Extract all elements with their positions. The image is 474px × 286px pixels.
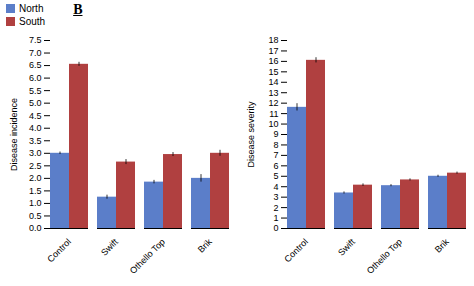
svg-text:3.5: 3.5 bbox=[29, 136, 42, 146]
svg-text:6.0: 6.0 bbox=[29, 73, 42, 83]
svg-text:Brik: Brik bbox=[433, 236, 451, 254]
svg-text:7.5: 7.5 bbox=[29, 35, 42, 45]
svg-text:5.5: 5.5 bbox=[29, 86, 42, 96]
svg-text:Othello Top: Othello Top bbox=[365, 237, 404, 276]
svg-text:14: 14 bbox=[268, 77, 278, 87]
svg-text:2.5: 2.5 bbox=[29, 161, 42, 171]
svg-text:16: 16 bbox=[268, 56, 278, 66]
svg-text:0.0: 0.0 bbox=[29, 223, 42, 233]
svg-text:4: 4 bbox=[273, 182, 278, 192]
svg-text:13: 13 bbox=[268, 88, 278, 98]
svg-text:4.5: 4.5 bbox=[29, 111, 42, 121]
svg-text:6: 6 bbox=[273, 161, 278, 171]
svg-text:1: 1 bbox=[273, 213, 278, 223]
svg-text:Othello Top: Othello Top bbox=[128, 237, 167, 276]
svg-text:Swift: Swift bbox=[336, 236, 357, 257]
svg-text:Disease incidence: Disease incidence bbox=[9, 98, 19, 171]
svg-text:Control: Control bbox=[282, 237, 310, 265]
svg-text:3: 3 bbox=[273, 192, 278, 202]
html-text:South: South bbox=[19, 16, 46, 27]
svg-text:8: 8 bbox=[273, 140, 278, 150]
html-text:B: B bbox=[73, 2, 83, 17]
svg-text:7: 7 bbox=[273, 150, 278, 160]
svg-text:6.5: 6.5 bbox=[29, 60, 42, 70]
html-text:North: North bbox=[19, 3, 44, 14]
svg-text:0.5: 0.5 bbox=[29, 211, 42, 221]
svg-text:1.0: 1.0 bbox=[29, 198, 42, 208]
svg-text:Disease severity: Disease severity bbox=[246, 101, 256, 168]
svg-text:4.0: 4.0 bbox=[29, 123, 42, 133]
svg-text:Brik: Brik bbox=[196, 236, 214, 254]
svg-text:1.5: 1.5 bbox=[29, 186, 42, 196]
svg-text:11: 11 bbox=[269, 108, 278, 118]
svg-text:2: 2 bbox=[273, 202, 278, 212]
svg-text:5: 5 bbox=[273, 171, 278, 181]
svg-text:7.0: 7.0 bbox=[29, 48, 42, 58]
svg-text:9: 9 bbox=[273, 129, 278, 139]
svg-text:5.0: 5.0 bbox=[29, 98, 42, 108]
svg-text:Control: Control bbox=[45, 237, 73, 265]
svg-text:3.0: 3.0 bbox=[29, 148, 42, 158]
svg-text:17: 17 bbox=[268, 46, 278, 56]
svg-text:2.0: 2.0 bbox=[29, 173, 42, 183]
svg-text:18: 18 bbox=[268, 35, 278, 45]
svg-text:Swift: Swift bbox=[99, 236, 120, 257]
svg-text:10: 10 bbox=[268, 119, 278, 129]
svg-text:0: 0 bbox=[273, 223, 278, 233]
svg-text:12: 12 bbox=[268, 98, 278, 108]
svg-text:15: 15 bbox=[268, 67, 278, 77]
